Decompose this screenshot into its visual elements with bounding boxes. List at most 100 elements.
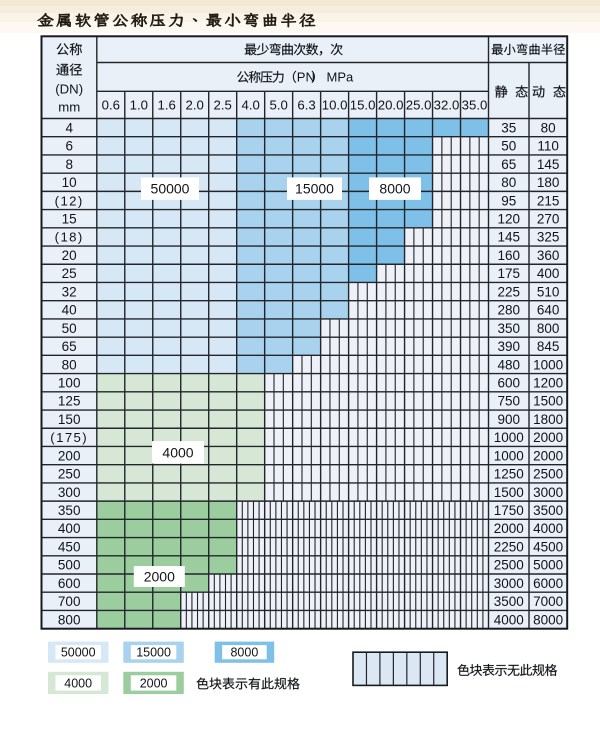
svg-text:4500: 4500: [533, 540, 563, 555]
svg-text:150: 150: [58, 412, 81, 427]
svg-text:270: 270: [537, 212, 560, 227]
svg-text:350: 350: [498, 321, 521, 336]
svg-text:50: 50: [501, 139, 516, 154]
svg-text:2000: 2000: [533, 430, 563, 445]
svg-text:600: 600: [58, 576, 81, 591]
svg-text:750: 750: [498, 394, 521, 409]
svg-text:2500: 2500: [533, 467, 563, 482]
svg-text:640: 640: [537, 303, 560, 318]
svg-text:2500: 2500: [494, 558, 524, 573]
svg-text:2000: 2000: [140, 676, 168, 690]
svg-text:35: 35: [501, 120, 516, 135]
svg-text:2000: 2000: [144, 569, 175, 585]
svg-text:1.6: 1.6: [158, 98, 176, 113]
svg-text:600: 600: [498, 376, 521, 391]
svg-text:1000: 1000: [494, 430, 524, 445]
svg-text:1500: 1500: [533, 394, 563, 409]
svg-text:5.0: 5.0: [270, 98, 288, 113]
svg-text:250: 250: [58, 467, 81, 482]
svg-text:50: 50: [62, 321, 77, 336]
svg-text:3500: 3500: [533, 503, 563, 518]
svg-text:145: 145: [498, 230, 521, 245]
svg-text:325: 325: [537, 230, 560, 245]
svg-text:80: 80: [501, 175, 516, 190]
svg-text:15.0: 15.0: [350, 98, 376, 113]
svg-text:(12): (12): [55, 193, 84, 208]
svg-text:1750: 1750: [494, 503, 524, 518]
svg-text:40: 40: [62, 303, 77, 318]
svg-text:2000: 2000: [494, 521, 524, 536]
svg-text:215: 215: [537, 193, 560, 208]
svg-text:360: 360: [537, 248, 560, 263]
svg-text:65: 65: [501, 157, 516, 172]
svg-text:50000: 50000: [151, 181, 190, 197]
svg-text:32.0: 32.0: [434, 98, 460, 113]
svg-text:(175): (175): [50, 430, 88, 445]
svg-text:1500: 1500: [494, 485, 524, 500]
svg-text:8000: 8000: [379, 181, 410, 197]
svg-text:2000: 2000: [533, 448, 563, 463]
svg-text:1800: 1800: [533, 412, 563, 427]
svg-text:145: 145: [537, 157, 560, 172]
svg-text:2250: 2250: [494, 540, 524, 555]
svg-text:3000: 3000: [533, 485, 563, 500]
svg-text:1000: 1000: [494, 448, 524, 463]
svg-text:80: 80: [62, 357, 77, 372]
svg-text:5000: 5000: [533, 558, 563, 573]
svg-text:7000: 7000: [533, 594, 563, 609]
svg-text:845: 845: [537, 339, 560, 354]
svg-text:400: 400: [537, 266, 560, 281]
svg-text:500: 500: [58, 558, 81, 573]
svg-text:175: 175: [498, 266, 521, 281]
svg-text:225: 225: [498, 284, 521, 299]
svg-text:300: 300: [58, 485, 81, 500]
svg-text:32: 32: [62, 284, 77, 299]
svg-text:2.5: 2.5: [214, 98, 232, 113]
svg-text:4: 4: [65, 120, 73, 135]
svg-text:390: 390: [498, 339, 521, 354]
svg-text:8000: 8000: [533, 612, 563, 627]
svg-text:800: 800: [58, 612, 81, 627]
svg-text:3500: 3500: [494, 594, 524, 609]
svg-text:4000: 4000: [162, 444, 193, 460]
svg-text:110: 110: [537, 139, 559, 154]
svg-text:6000: 6000: [533, 576, 563, 591]
svg-text:0.6: 0.6: [102, 98, 120, 113]
svg-text:10: 10: [62, 175, 77, 190]
svg-text:450: 450: [58, 540, 81, 555]
svg-text:6: 6: [65, 139, 73, 154]
svg-text:350: 350: [58, 503, 81, 518]
svg-text:20: 20: [62, 248, 77, 263]
svg-text:125: 125: [58, 394, 81, 409]
svg-text:1000: 1000: [533, 357, 563, 372]
svg-text:25.0: 25.0: [406, 98, 432, 113]
svg-text:480: 480: [498, 357, 521, 372]
svg-text:800: 800: [537, 321, 560, 336]
svg-text:200: 200: [58, 448, 81, 463]
svg-text:160: 160: [498, 248, 521, 263]
svg-text:180: 180: [537, 175, 560, 190]
svg-text:65: 65: [62, 339, 77, 354]
svg-text:4.0: 4.0: [242, 98, 260, 113]
svg-text:1.0: 1.0: [130, 98, 148, 113]
svg-text:(DN): (DN): [55, 81, 83, 96]
svg-text:3000: 3000: [494, 576, 524, 591]
svg-text:4000: 4000: [64, 676, 92, 690]
svg-text:50000: 50000: [61, 646, 96, 660]
svg-text:4000: 4000: [533, 521, 563, 536]
svg-text:280: 280: [498, 303, 521, 318]
svg-text:15000: 15000: [136, 646, 171, 660]
svg-text:MPa: MPa: [327, 70, 355, 85]
svg-text:95: 95: [501, 193, 516, 208]
svg-text:20.0: 20.0: [378, 98, 404, 113]
svg-text:1200: 1200: [533, 376, 563, 391]
svg-text:80: 80: [541, 120, 556, 135]
svg-text:6.3: 6.3: [297, 98, 315, 113]
svg-text:15000: 15000: [295, 181, 334, 197]
svg-text:8: 8: [65, 157, 73, 172]
svg-text:35.0: 35.0: [462, 98, 488, 113]
svg-text:2.0: 2.0: [186, 98, 204, 113]
svg-text:400: 400: [58, 521, 81, 536]
svg-text:100: 100: [58, 376, 81, 391]
svg-text:(18): (18): [55, 230, 84, 245]
